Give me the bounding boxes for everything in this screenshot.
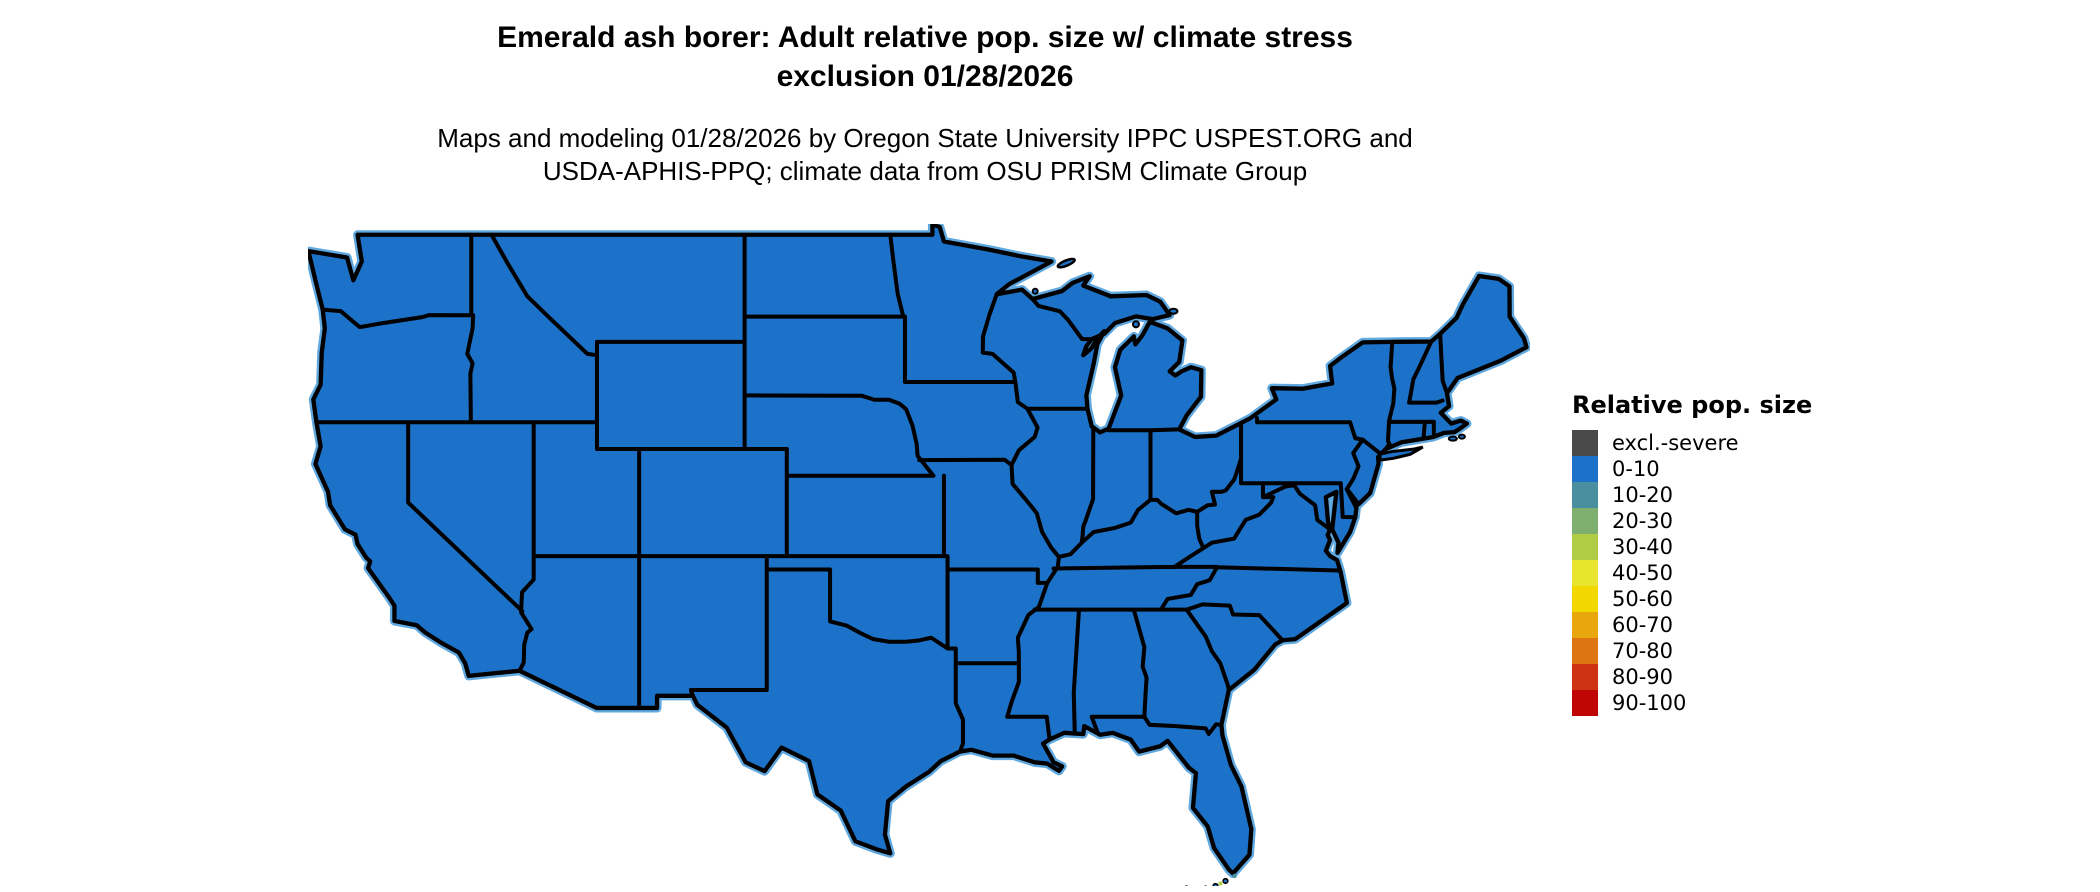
legend-item: 80-90 bbox=[1572, 664, 1812, 690]
legend-label: 70-80 bbox=[1612, 639, 1674, 663]
map-subtitle: Maps and modeling 01/28/2026 by Oregon S… bbox=[0, 122, 1850, 188]
drummond-island bbox=[1168, 307, 1179, 315]
legend-label: 30-40 bbox=[1612, 535, 1674, 559]
legend-item: 20-30 bbox=[1572, 508, 1812, 534]
legend-label: 20-30 bbox=[1612, 509, 1674, 533]
legend-item: 50-60 bbox=[1572, 586, 1812, 612]
legend-item: 30-40 bbox=[1572, 534, 1812, 560]
florida-key-2 bbox=[1212, 882, 1219, 890]
map-header: Emerald ash borer: Adult relative pop. s… bbox=[0, 18, 1850, 188]
legend-swatch-30-40 bbox=[1572, 534, 1598, 560]
legend-swatch-90-100 bbox=[1572, 690, 1598, 716]
legend-item: excl.-severe bbox=[1572, 430, 1812, 456]
legend-label: excl.-severe bbox=[1612, 431, 1739, 455]
legend-swatch-70-80 bbox=[1572, 638, 1598, 664]
state-borders-central bbox=[688, 232, 1094, 754]
beaver-island bbox=[1131, 320, 1140, 329]
page-subtitle-line-2: USDA-APHIS-PPQ; climate data from OSU PR… bbox=[542, 156, 1308, 186]
legend-label: 0-10 bbox=[1612, 457, 1660, 481]
keys-speck-10-20 bbox=[1232, 873, 1237, 879]
isle-royale-island bbox=[1056, 257, 1076, 269]
legend-item: 40-50 bbox=[1572, 560, 1812, 586]
legend-label: 40-50 bbox=[1612, 561, 1674, 585]
legend-label: 50-60 bbox=[1612, 587, 1674, 611]
us-landmass bbox=[306, 222, 1529, 876]
page-title-line-1: Emerald ash borer: Adult relative pop. s… bbox=[497, 21, 1353, 54]
legend-swatch-60-70 bbox=[1572, 612, 1598, 638]
marthas-vineyard-island bbox=[1447, 435, 1458, 442]
legend-item: 10-20 bbox=[1572, 482, 1812, 508]
legend-swatch-40-50 bbox=[1572, 560, 1598, 586]
legend-swatch-10-20 bbox=[1572, 482, 1598, 508]
legend-item: 0-10 bbox=[1572, 456, 1812, 482]
legend-items: excl.-severe 0-10 10-20 20-30 30-40 40-50 50-6… bbox=[1572, 430, 1812, 716]
page-title-line-2: exclusion 01/28/2026 bbox=[776, 60, 1074, 93]
legend-label: 10-20 bbox=[1612, 483, 1674, 507]
page-subtitle-line-1: Maps and modeling 01/28/2026 by Oregon S… bbox=[437, 123, 1413, 153]
legend-swatch-excl.-severe bbox=[1572, 430, 1598, 456]
florida-key-1 bbox=[1222, 877, 1229, 885]
nantucket-island bbox=[1457, 433, 1466, 440]
legend-swatch-20-30 bbox=[1572, 508, 1598, 534]
state-borders-west bbox=[314, 232, 946, 710]
state-borders-east bbox=[1056, 331, 1449, 559]
legend-item: 90-100 bbox=[1572, 690, 1812, 716]
legend-label: 90-100 bbox=[1612, 691, 1687, 715]
us-choropleth-map bbox=[303, 219, 1532, 892]
legend-item: 60-70 bbox=[1572, 612, 1812, 638]
legend-item: 70-80 bbox=[1572, 638, 1812, 664]
legend-swatch-50-60 bbox=[1572, 586, 1598, 612]
legend-title: Relative pop. size bbox=[1572, 391, 1813, 419]
us-map-svg bbox=[303, 219, 1532, 892]
long-island bbox=[1377, 445, 1424, 462]
legend-label: 60-70 bbox=[1612, 613, 1674, 637]
keys-speck-30-40 bbox=[1218, 881, 1223, 886]
legend-swatch-80-90 bbox=[1572, 664, 1598, 690]
apostle-island bbox=[1031, 287, 1039, 295]
state-borders-south bbox=[1032, 481, 1341, 736]
map-legend: Relative pop. size excl.-severe 0-10 10-20… bbox=[1572, 392, 1812, 716]
legend-label: 80-90 bbox=[1612, 665, 1674, 689]
legend-swatch-0-10 bbox=[1572, 456, 1598, 482]
